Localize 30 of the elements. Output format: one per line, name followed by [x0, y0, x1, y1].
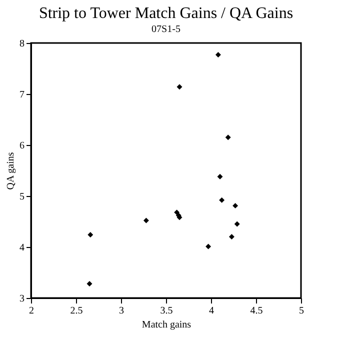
- x-tick-label: 2: [29, 306, 34, 316]
- point: [232, 202, 238, 208]
- x-tick-label: 3.5: [160, 306, 173, 316]
- y-tick-label: 3: [20, 294, 24, 304]
- x-tick-label: 5: [299, 306, 304, 316]
- x-axis-title: Match gains: [142, 320, 192, 330]
- point: [219, 197, 225, 203]
- point: [143, 218, 149, 224]
- point: [206, 244, 212, 250]
- chart-subtitle: 07S1-5: [152, 24, 180, 35]
- x-tick-label: 4: [209, 306, 214, 316]
- point: [174, 210, 180, 216]
- y-tick-label: 5: [20, 192, 24, 202]
- x-tick-label: 2.5: [70, 306, 83, 316]
- point: [228, 234, 234, 240]
- point: [176, 84, 182, 90]
- point: [217, 174, 223, 180]
- point: [234, 221, 240, 227]
- point: [215, 52, 221, 58]
- y-tick-label: 6: [20, 140, 24, 152]
- point: [88, 232, 94, 238]
- chart-title: Strip to Tower Match Gains / QA Gains: [38, 5, 294, 22]
- y-tick-label: 4: [20, 242, 24, 254]
- point: [86, 280, 92, 286]
- y-tick-label: 7: [20, 90, 24, 100]
- x-tick-label: 3: [119, 306, 124, 316]
- point: [225, 134, 231, 140]
- x-tick-label: 4.5: [250, 306, 263, 316]
- y-tick-label: 8: [20, 38, 24, 50]
- y-axis-title: QA gains: [6, 152, 16, 190]
